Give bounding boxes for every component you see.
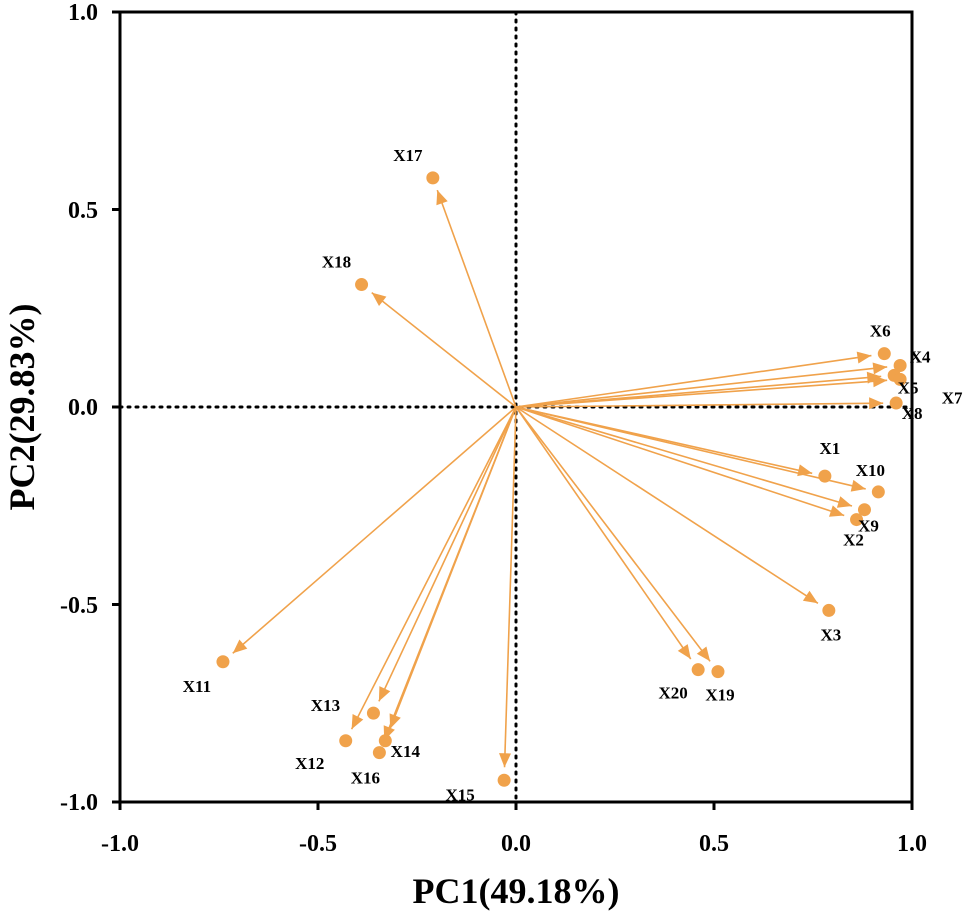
vector-label: X5 [898, 378, 919, 397]
vector-arrowhead [802, 590, 818, 604]
vector-label: X7 [942, 388, 963, 407]
vector-arrowhead [856, 351, 872, 364]
vector-line [515, 366, 888, 408]
vector-arrowhead [383, 725, 395, 741]
vector-label: X9 [858, 517, 879, 536]
vector-line [503, 406, 517, 768]
y-tick-label: -0.5 [60, 593, 98, 619]
vector-label: X20 [659, 684, 688, 703]
vector-arrowhead [696, 646, 711, 662]
y-tick-label: 0.5 [68, 198, 98, 224]
vector-point [378, 734, 392, 748]
y-axis-title: PC2(29.83%) [2, 304, 42, 511]
vector-label: X19 [705, 686, 734, 705]
vector-line [383, 406, 517, 741]
vector-point [850, 513, 864, 527]
vector-label: X8 [902, 404, 923, 423]
vector-label: X16 [351, 769, 380, 788]
vector-arrowhead [232, 639, 248, 654]
vector-line [515, 354, 872, 408]
vector-line [350, 406, 517, 730]
vector-point [366, 706, 380, 720]
vector-arrowhead [378, 686, 391, 702]
vector-label: X3 [820, 625, 841, 644]
vector-arrowhead [850, 479, 866, 492]
vector-label: X18 [322, 253, 351, 272]
x-tick-label: 0.5 [699, 831, 729, 857]
vector-point [857, 503, 871, 517]
vector-point [822, 603, 836, 617]
vector-point [893, 359, 907, 373]
vector-arrowhead [499, 753, 511, 768]
vector-point [711, 665, 725, 679]
vector-point [216, 655, 230, 669]
vector-label: X2 [843, 531, 864, 550]
vector-label: X6 [870, 322, 891, 341]
vector-line [515, 379, 888, 408]
vector-line [515, 406, 819, 605]
vector-line [232, 406, 517, 654]
y-tick-label: 0.0 [68, 395, 98, 421]
vector-arrowhead [436, 190, 448, 206]
vector-line [515, 406, 711, 662]
vector-arrowhead [829, 505, 845, 517]
x-tick-label: 0.0 [501, 831, 531, 857]
y-tick-label: -1.0 [60, 790, 98, 816]
vector-label: X4 [910, 348, 931, 367]
vector-line [515, 406, 853, 507]
vector-point [372, 746, 386, 760]
vector-arrowhead [371, 292, 387, 306]
vector-arrowhead [351, 714, 364, 730]
vector-label: X10 [856, 461, 885, 480]
vector-label: X13 [311, 696, 340, 715]
vector-label: X14 [391, 742, 421, 761]
vector-arrowhead [389, 713, 401, 729]
vector-point [691, 663, 705, 677]
vector-point [889, 396, 903, 410]
vector-line [515, 406, 845, 517]
vector-line [515, 406, 692, 660]
vector-point [893, 372, 907, 386]
vector-point [497, 773, 511, 787]
vector-label: X17 [393, 146, 423, 165]
vector-point [426, 171, 440, 185]
vector-label: X1 [819, 439, 840, 458]
vector-point [355, 278, 369, 292]
x-tick-label: -0.5 [299, 831, 337, 857]
x-tick-label: 1.0 [897, 831, 927, 857]
vector-arrowhead [872, 375, 888, 388]
x-axis-title: PC1(49.18%) [413, 871, 620, 911]
vector-label: X12 [295, 754, 324, 773]
vector-arrowhead [872, 362, 888, 375]
vector-point [877, 347, 891, 361]
vector-label: X11 [183, 677, 211, 696]
vector-line [515, 406, 866, 490]
vector-point [871, 485, 885, 499]
y-tick-label: 1.0 [68, 0, 98, 26]
vector-arrowhead [677, 644, 691, 659]
vector-arrowhead [869, 397, 884, 410]
vector-point [339, 734, 353, 748]
vector-arrowhead [836, 496, 852, 508]
x-tick-label: -1.0 [101, 831, 139, 857]
vector-line [371, 291, 517, 408]
vector-label: X15 [445, 785, 474, 804]
vector-line [515, 402, 884, 408]
vector-line [378, 406, 517, 702]
vector-line [436, 189, 517, 408]
